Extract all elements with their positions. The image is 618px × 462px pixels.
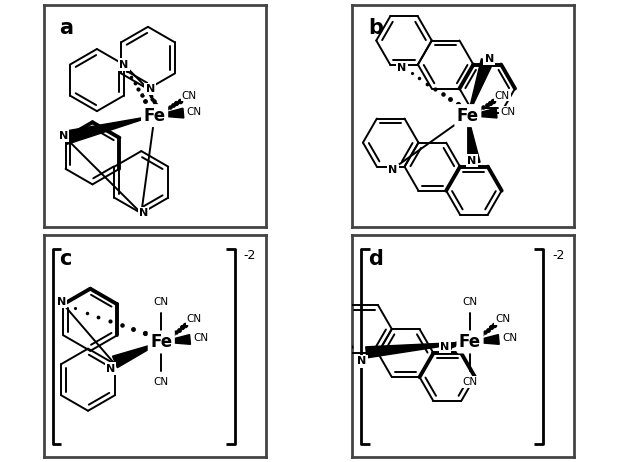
Text: CN: CN — [154, 297, 169, 307]
Text: Fe: Fe — [457, 107, 479, 125]
Text: d: d — [368, 249, 383, 269]
Text: -2: -2 — [243, 249, 256, 262]
Text: CN: CN — [495, 91, 510, 101]
Text: N: N — [146, 84, 154, 94]
Text: N: N — [119, 60, 129, 70]
Text: CN: CN — [193, 334, 209, 343]
Text: CN: CN — [462, 377, 478, 387]
Text: N: N — [106, 364, 115, 374]
Text: CN: CN — [502, 334, 517, 343]
Text: N: N — [467, 156, 476, 166]
Text: N: N — [485, 54, 494, 64]
Polygon shape — [112, 342, 161, 368]
Text: CN: CN — [187, 107, 202, 117]
Text: N: N — [59, 131, 68, 140]
Text: a: a — [59, 18, 73, 38]
Text: c: c — [59, 249, 72, 269]
Text: N: N — [139, 208, 148, 218]
Text: -2: -2 — [552, 249, 564, 262]
Polygon shape — [154, 108, 184, 118]
Polygon shape — [64, 116, 154, 144]
Polygon shape — [468, 116, 480, 164]
Text: Fe: Fe — [150, 333, 172, 351]
Polygon shape — [468, 59, 493, 116]
Text: CN: CN — [154, 377, 169, 387]
Polygon shape — [470, 334, 499, 344]
Text: Fe: Fe — [143, 107, 166, 125]
Text: N: N — [357, 356, 366, 366]
Text: CN: CN — [182, 91, 197, 101]
Text: CN: CN — [500, 107, 515, 117]
Polygon shape — [366, 342, 470, 358]
Polygon shape — [468, 108, 497, 118]
Text: Fe: Fe — [459, 333, 481, 351]
Polygon shape — [161, 334, 190, 344]
Text: CN: CN — [462, 297, 478, 307]
Text: CN: CN — [187, 314, 201, 324]
Text: N: N — [441, 342, 450, 352]
Text: CN: CN — [495, 314, 510, 324]
Text: N: N — [56, 297, 66, 307]
Text: N: N — [388, 165, 397, 176]
Text: N: N — [397, 63, 407, 73]
Text: b: b — [368, 18, 383, 38]
